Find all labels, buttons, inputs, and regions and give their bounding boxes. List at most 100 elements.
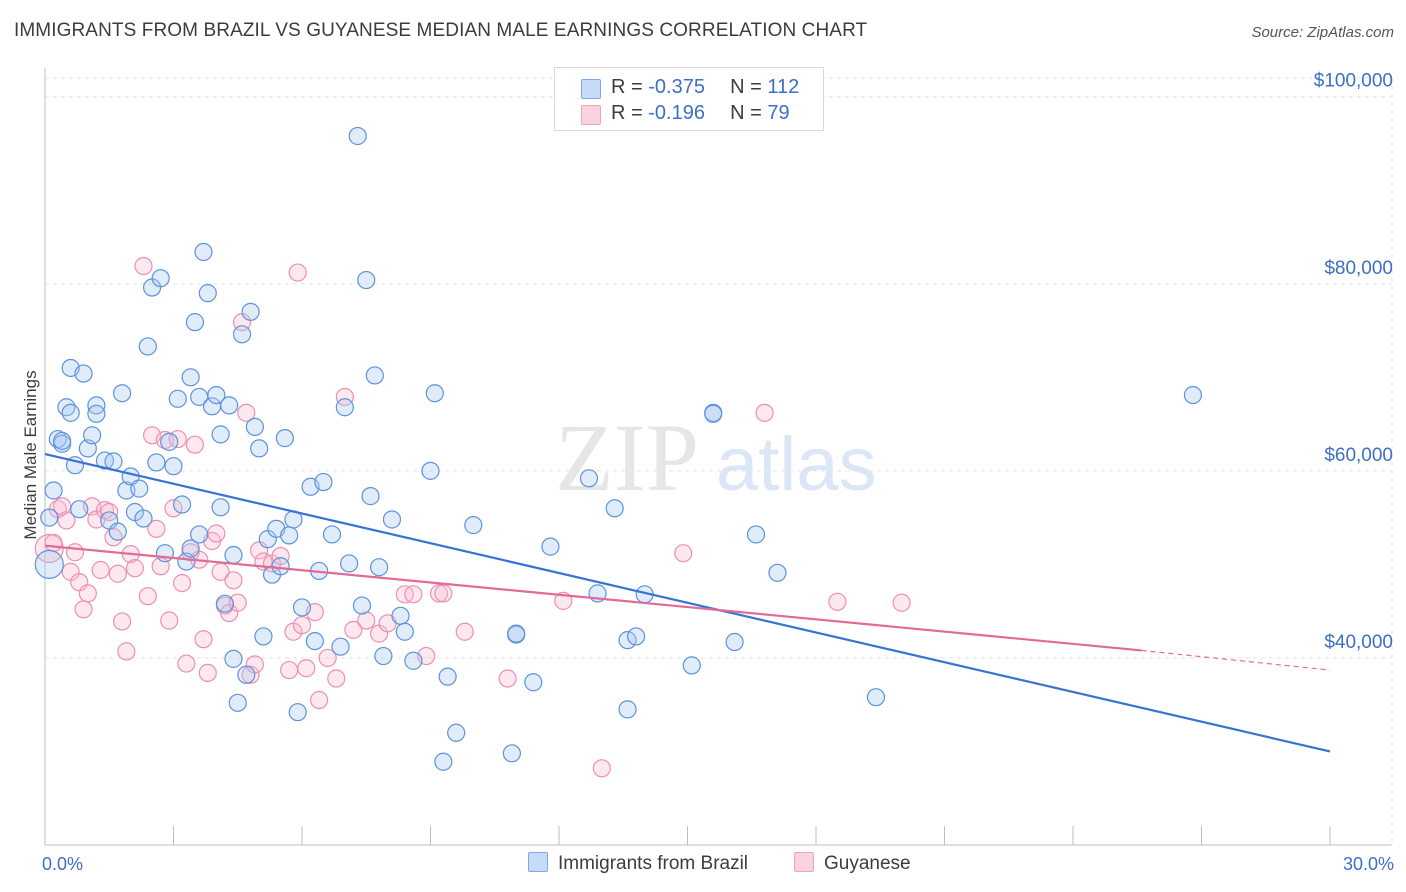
- legend-r-value: -0.196: [648, 102, 705, 124]
- data-point: [592, 759, 611, 778]
- data-point: [280, 660, 299, 680]
- data-point: [524, 673, 543, 692]
- data-point: [498, 669, 517, 688]
- data-point: [434, 584, 453, 603]
- data-point: [429, 584, 449, 603]
- data-point: [241, 665, 260, 684]
- data-point: [618, 700, 637, 719]
- data-point: [78, 584, 97, 603]
- data-point: [507, 624, 526, 643]
- data-point: [237, 403, 256, 422]
- data-point: [53, 431, 72, 451]
- x-tick-label: 0.0%: [42, 854, 83, 874]
- data-point: [172, 573, 192, 593]
- x-tick-labels: 0.0% 30.0%: [42, 854, 1394, 874]
- data-point: [464, 516, 483, 535]
- data-point: [288, 703, 307, 722]
- data-point: [220, 396, 239, 415]
- data-point: [674, 544, 693, 563]
- watermark-zip: ZIP: [555, 404, 699, 511]
- data-point: [828, 592, 847, 611]
- data-point: [168, 389, 187, 408]
- data-point: [147, 519, 166, 538]
- data-point: [91, 560, 110, 580]
- data-point: [160, 432, 179, 451]
- data-point: [352, 596, 372, 615]
- data-point: [704, 404, 723, 423]
- data-point: [117, 642, 136, 661]
- source-label: Source: ZipAtlas.com: [1251, 24, 1394, 41]
- data-point: [138, 337, 157, 356]
- data-point: [44, 533, 63, 552]
- data-point: [177, 654, 196, 673]
- data-point: [579, 469, 599, 488]
- data-point: [335, 398, 354, 417]
- data-point: [370, 558, 389, 577]
- legend-r-label: R =: [611, 76, 649, 98]
- data-point: [74, 364, 93, 383]
- data-point: [194, 242, 213, 262]
- data-point: [211, 498, 230, 517]
- data-point: [250, 439, 269, 458]
- legend-n-label: N =: [730, 102, 768, 124]
- data-point: [271, 546, 290, 566]
- data-point: [160, 611, 179, 630]
- data-point: [224, 649, 243, 668]
- data-point: [365, 366, 384, 385]
- y-axis-label: Median Male Earnings: [21, 370, 40, 539]
- legend-n-value: 79: [767, 102, 790, 124]
- legend-swatch-blue: [581, 79, 601, 99]
- data-point: [151, 269, 170, 288]
- chart-title: IMMIGRANTS FROM BRAZIL VS GUYANESE MEDIA…: [14, 20, 868, 41]
- data-point: [211, 425, 230, 444]
- data-point: [357, 270, 376, 290]
- data-point: [605, 499, 624, 518]
- watermark-atlas: atlas: [716, 422, 877, 507]
- data-point: [185, 435, 205, 454]
- data-point: [297, 659, 316, 678]
- data-point: [280, 526, 299, 545]
- data-point: [327, 669, 346, 688]
- data-point: [892, 593, 911, 612]
- data-point: [382, 510, 402, 529]
- data-point: [682, 656, 701, 675]
- trend-line-brazil: [44, 452, 1331, 753]
- data-point: [425, 384, 444, 403]
- data-point: [112, 384, 132, 403]
- data-point: [215, 594, 234, 613]
- data-point: [866, 688, 886, 707]
- data-point: [40, 508, 59, 527]
- data-point: [318, 648, 337, 668]
- data-point: [288, 263, 307, 282]
- data-point: [374, 646, 393, 666]
- data-point: [421, 461, 440, 480]
- data-point: [134, 509, 153, 528]
- data-point: [74, 600, 93, 619]
- data-point: [181, 368, 200, 387]
- data-point: [34, 549, 64, 579]
- x-tick-label: 30.0%: [1343, 854, 1394, 874]
- data-point: [254, 627, 273, 646]
- data-point: [44, 481, 63, 500]
- bottom-legend-label-guyanese: Guyanese: [824, 853, 911, 874]
- data-point: [108, 564, 127, 583]
- data-point: [725, 632, 744, 652]
- data-point: [344, 620, 363, 639]
- data-point: [207, 524, 226, 543]
- data-point: [271, 557, 290, 576]
- data-point: [292, 616, 312, 635]
- legend-r-label: R =: [611, 102, 649, 124]
- data-point: [172, 495, 192, 514]
- data-point: [404, 585, 423, 604]
- legend-swatch-pink: [581, 105, 601, 125]
- data-point: [194, 630, 213, 649]
- data-point: [404, 651, 423, 670]
- data-point: [112, 612, 132, 631]
- data-point: [164, 457, 183, 476]
- bottom-legend-swatch-blue: [528, 852, 548, 872]
- data-point: [1183, 385, 1203, 405]
- data-point: [292, 598, 312, 617]
- data-point: [83, 426, 102, 445]
- data-point: [626, 627, 646, 646]
- data-point: [185, 313, 205, 332]
